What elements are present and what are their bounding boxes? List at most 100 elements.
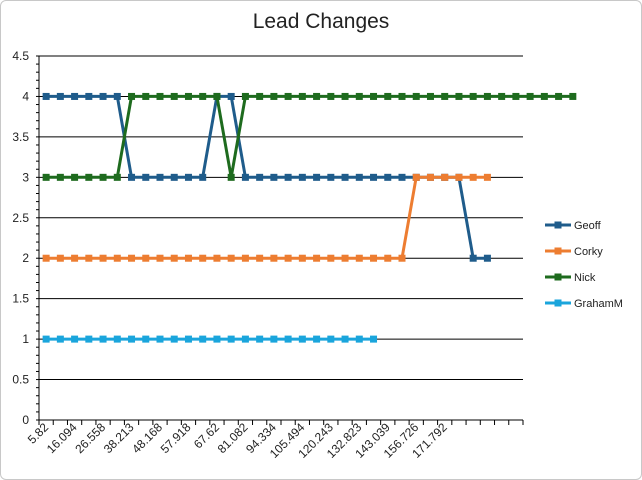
data-point [298, 254, 306, 262]
data-point [327, 335, 335, 343]
data-point [113, 92, 121, 100]
data-point [270, 173, 278, 181]
legend-item: Corky [545, 246, 603, 258]
legend-item: Geoff [545, 220, 602, 232]
data-point [42, 92, 50, 100]
data-point [56, 254, 64, 262]
x-tick-label: 57.918 [158, 420, 194, 456]
data-point [313, 173, 321, 181]
chart-title: Lead Changes [252, 10, 390, 33]
legend-marker [554, 221, 562, 229]
x-tick-label: 48.168 [129, 420, 165, 456]
data-point [71, 335, 79, 343]
data-point [241, 92, 249, 100]
data-point [355, 92, 363, 100]
data-point [113, 335, 121, 343]
series-nick [42, 92, 577, 181]
data-point [227, 335, 235, 343]
legend-item: Nick [545, 272, 596, 284]
data-point [184, 173, 192, 181]
data-point [42, 335, 50, 343]
data-point [469, 254, 477, 262]
data-point [270, 92, 278, 100]
data-point [426, 92, 434, 100]
data-point [355, 335, 363, 343]
data-point [270, 335, 278, 343]
data-point [284, 173, 292, 181]
data-point [256, 335, 264, 343]
legend-marker [554, 299, 562, 307]
y-tick-label: 3 [22, 170, 29, 184]
data-point [113, 173, 121, 181]
data-point [256, 173, 264, 181]
legend-item: GrahamM [545, 298, 623, 310]
x-tick-label: 16.094 [44, 420, 80, 456]
data-point [170, 254, 178, 262]
data-point [199, 254, 207, 262]
data-point [256, 254, 264, 262]
data-point [99, 335, 107, 343]
data-point [398, 254, 406, 262]
data-point [441, 173, 449, 181]
data-point [227, 254, 235, 262]
data-point [213, 254, 221, 262]
data-point [313, 335, 321, 343]
legend-label: GrahamM [574, 298, 623, 310]
data-point [313, 254, 321, 262]
data-point [156, 92, 164, 100]
data-point [498, 92, 506, 100]
y-tick-label: 0 [22, 413, 29, 427]
data-point [241, 254, 249, 262]
data-point [370, 335, 378, 343]
data-point [441, 92, 449, 100]
data-point [341, 92, 349, 100]
legend-marker [554, 247, 562, 255]
data-point [241, 173, 249, 181]
data-point [213, 92, 221, 100]
data-point [355, 254, 363, 262]
data-point [355, 173, 363, 181]
data-point [540, 92, 548, 100]
data-point [184, 254, 192, 262]
data-point [370, 254, 378, 262]
data-point [327, 254, 335, 262]
data-point [156, 173, 164, 181]
data-point [199, 92, 207, 100]
data-point [341, 335, 349, 343]
data-point [56, 173, 64, 181]
x-tick-labels: 5.8216.09426.55838.21348.16857.91867.628… [25, 420, 450, 461]
data-point [199, 335, 207, 343]
y-tick-label: 4.5 [12, 49, 29, 63]
data-point [128, 92, 136, 100]
axes [36, 55, 524, 425]
y-tick-label: 3.5 [12, 130, 29, 144]
data-point [227, 92, 235, 100]
data-point [384, 254, 392, 262]
data-point [113, 254, 121, 262]
data-point [555, 92, 563, 100]
legend-marker [554, 273, 562, 281]
data-point [213, 335, 221, 343]
y-tick-labels: 0 0.5 1 1.5 2 2.5 3 3.5 4 4.5 [12, 49, 29, 427]
data-point [184, 92, 192, 100]
series-grahamm [42, 335, 378, 343]
data-point [85, 335, 93, 343]
data-point [483, 173, 491, 181]
legend-label: Nick [574, 272, 596, 284]
y-tick-label: 4 [22, 89, 29, 103]
data-point [370, 173, 378, 181]
data-point [85, 254, 93, 262]
data-point [384, 173, 392, 181]
data-point [56, 335, 64, 343]
data-point [99, 254, 107, 262]
data-point [284, 92, 292, 100]
data-point [128, 173, 136, 181]
data-point [227, 173, 235, 181]
data-point [341, 173, 349, 181]
legend-label: Geoff [574, 220, 602, 232]
data-point [455, 92, 463, 100]
data-point [298, 92, 306, 100]
data-point [426, 173, 434, 181]
